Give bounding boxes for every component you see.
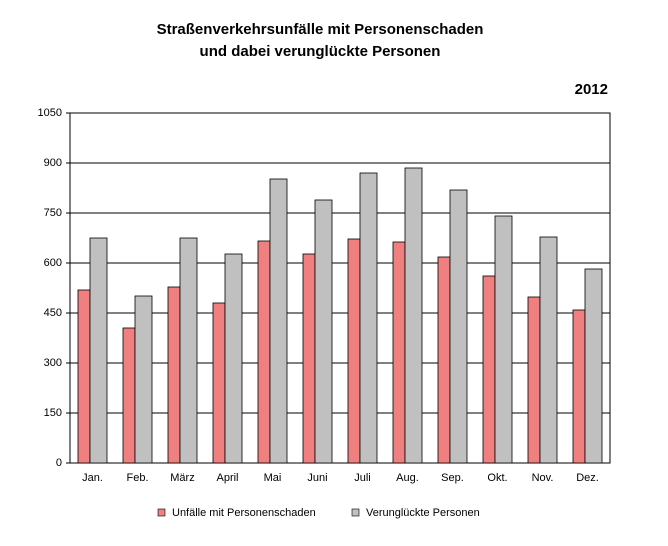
bar [572, 309, 586, 464]
legend-label: Verunglückte Personen [366, 507, 480, 519]
x-tick-label: Jan. [82, 472, 103, 484]
bar [539, 236, 558, 464]
bar [392, 241, 406, 464]
bar [404, 167, 423, 464]
bar [584, 268, 603, 464]
x-tick-label: Feb. [126, 472, 148, 484]
y-tick-label: 300 [44, 357, 62, 369]
bar [167, 286, 181, 464]
x-tick-label: Nov. [532, 472, 554, 484]
annotation: 2012 [575, 81, 608, 98]
y-tick-label: 900 [44, 157, 62, 169]
x-tick-label: Mai [264, 472, 282, 484]
y-tick-label: 0 [56, 457, 62, 469]
bar [527, 296, 541, 464]
x-tick-label: April [216, 472, 238, 484]
y-tick-label: 450 [44, 307, 62, 319]
bar [437, 256, 451, 464]
bar [269, 178, 288, 464]
chart-title: und dabei verunglückte Personen [200, 43, 441, 60]
plot-area [69, 112, 611, 464]
bar [494, 215, 513, 464]
y-tick-label: 600 [44, 257, 62, 269]
legend-swatch [351, 508, 360, 517]
bar [302, 253, 316, 464]
bar [449, 189, 468, 464]
bar [257, 240, 271, 464]
bar [122, 327, 136, 464]
bar [77, 289, 91, 464]
x-tick-label: Okt. [487, 472, 507, 484]
bar [314, 199, 333, 464]
x-tick-label: Dez. [576, 472, 599, 484]
bar [224, 253, 243, 464]
y-tick-label: 150 [44, 407, 62, 419]
x-tick-label: Juni [307, 472, 327, 484]
x-tick-label: Juli [354, 472, 371, 484]
chart-title: Straßenverkehrsunfälle mit Personenschad… [157, 21, 484, 38]
legend-swatch [157, 508, 166, 517]
x-tick-label: März [170, 472, 194, 484]
x-tick-label: Aug. [396, 472, 419, 484]
bar [347, 238, 361, 464]
y-tick-label: 750 [44, 207, 62, 219]
y-tick-label: 1050 [38, 107, 62, 119]
bar [89, 237, 108, 464]
legend-label: Unfälle mit Personenschaden [172, 507, 316, 519]
bar [134, 295, 153, 464]
bar [482, 275, 496, 464]
x-tick-label: Sep. [441, 472, 464, 484]
bar [212, 302, 226, 464]
bar [179, 237, 198, 464]
bar [359, 172, 378, 464]
